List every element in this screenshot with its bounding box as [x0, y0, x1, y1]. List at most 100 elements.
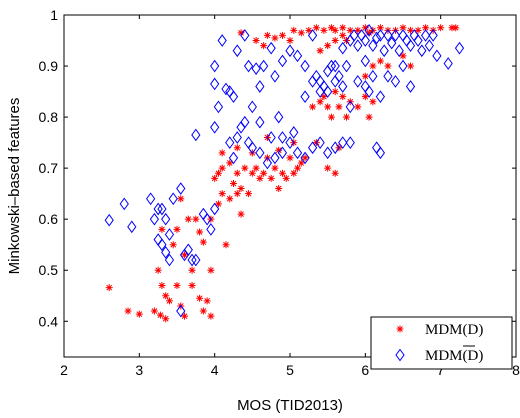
- data-point-mdm-d-bar: [420, 29, 431, 42]
- data-point-mdm-d-bar: [345, 100, 355, 114]
- data-point-mdm-d: [177, 195, 185, 203]
- legend-asterisk-marker: [396, 325, 404, 333]
- data-point-mdm-d-bar: [270, 151, 280, 165]
- data-point-mdm-d-bar: [345, 136, 355, 149]
- data-point-mdm-d: [286, 37, 294, 45]
- data-point-mdm-d: [339, 24, 347, 32]
- data-point-mdm-d: [361, 24, 369, 32]
- data-point-mdm-d-bar: [360, 54, 370, 68]
- data-point-mdm-d-bar: [266, 41, 276, 55]
- data-point-mdm-d: [271, 34, 279, 42]
- legend-asterisk-icon: [396, 325, 404, 333]
- data-point-mdm-d: [162, 315, 170, 323]
- data-point-mdm-d-bar: [300, 59, 310, 73]
- data-point-mdm-d: [278, 31, 286, 39]
- data-point-mdm-d: [256, 174, 264, 182]
- data-point-mdm-d: [233, 144, 241, 152]
- data-point-mdm-d-bar: [161, 212, 171, 226]
- data-point-mdm-d: [316, 98, 324, 106]
- data-point-mdm-d-bar: [210, 202, 220, 216]
- legend-label-prefix: MDM(: [425, 348, 468, 364]
- data-point-mdm-d-bar: [300, 151, 310, 165]
- data-point-mdm-d-bar: [330, 141, 340, 155]
- data-point-mdm-d-bar: [417, 44, 427, 58]
- series-mdm-d-bar: [104, 23, 465, 318]
- data-point-mdm-d-bar: [330, 59, 340, 73]
- data-point-mdm-d: [301, 154, 309, 162]
- data-point-mdm-d-bar: [262, 156, 273, 170]
- data-point-mdm-d-bar: [398, 59, 408, 73]
- data-point-mdm-d: [282, 174, 290, 182]
- data-point-mdm-d: [263, 31, 271, 39]
- data-point-mdm-d-bar: [349, 29, 359, 42]
- data-point-mdm-d-bar: [307, 141, 318, 155]
- data-point-mdm-d: [286, 154, 294, 162]
- data-point-mdm-d-bar: [191, 128, 201, 142]
- data-point-mdm-d-bar: [228, 90, 239, 104]
- data-point-mdm-d-bar: [225, 136, 235, 149]
- data-point-mdm-d-bar: [454, 41, 465, 55]
- y-axis: 0.4 0.5 0.6 0.7 0.8 0.9 1: [39, 7, 516, 329]
- data-point-mdm-d-bar: [338, 80, 348, 93]
- data-point-mdm-d-bar: [206, 223, 216, 236]
- data-point-mdm-d-bar: [424, 39, 434, 52]
- data-point-mdm-d-bar: [210, 77, 220, 91]
- x-axis-title: MOS (TID2013): [237, 397, 343, 414]
- data-point-mdm-d: [135, 310, 143, 318]
- data-point-mdm-d: [399, 24, 407, 32]
- data-point-mdm-d-bar: [375, 29, 386, 42]
- data-point-mdm-d-bar: [383, 69, 393, 83]
- x-tick-label: 8: [512, 362, 520, 378]
- data-point-mdm-d: [343, 113, 350, 121]
- data-point-mdm-d: [267, 174, 275, 182]
- data-point-mdm-d: [320, 93, 328, 101]
- legend-label-suffix: ): [478, 348, 483, 364]
- data-point-mdm-d-bar: [405, 39, 416, 52]
- data-point-mdm-d-bar: [164, 253, 175, 267]
- data-point-mdm-d-bar: [387, 36, 397, 50]
- data-point-mdm-d: [218, 190, 226, 198]
- data-point-mdm-d: [192, 215, 200, 223]
- data-point-mdm-d: [361, 72, 369, 80]
- data-point-mdm-d-bar: [232, 131, 242, 144]
- data-point-mdm-d-bar: [157, 238, 167, 252]
- x-tick-label: 6: [361, 362, 369, 378]
- data-point-mdm-d-bar: [277, 146, 288, 160]
- data-point-mdm-d-bar: [149, 212, 160, 226]
- legend-diamond-icon: [395, 348, 405, 362]
- data-point-mdm-d: [222, 241, 230, 249]
- data-point-mdm-d: [331, 37, 339, 45]
- data-point-mdm-d-bar: [247, 141, 257, 155]
- data-point-mdm-d-bar: [292, 49, 303, 63]
- data-point-mdm-d: [275, 146, 283, 154]
- legend-box: [370, 316, 513, 370]
- data-point-mdm-d-bar: [338, 41, 348, 55]
- data-point-mdm-d-bar: [210, 59, 220, 73]
- data-point-mdm-d-bar: [323, 85, 333, 98]
- data-point-mdm-d: [365, 113, 373, 121]
- data-point-mdm-d-bar: [315, 85, 325, 98]
- data-point-mdm-d: [407, 62, 415, 70]
- data-point-mdm-d: [271, 164, 279, 172]
- data-point-mdm-d: [365, 29, 373, 37]
- data-point-mdm-d: [173, 282, 181, 290]
- data-point-mdm-d: [156, 311, 164, 319]
- data-point-mdm-d-bar: [289, 126, 299, 139]
- data-point-mdm-d: [237, 29, 245, 37]
- data-point-mdm-d-bar: [240, 29, 250, 42]
- legend-diamond-marker: [395, 348, 405, 362]
- data-point-mdm-d: [233, 190, 241, 198]
- data-point-mdm-d: [207, 312, 215, 320]
- data-point-mdm-d-bar: [255, 146, 265, 160]
- data-point-mdm-d: [437, 24, 445, 32]
- data-point-mdm-d: [369, 62, 377, 70]
- data-point-mdm-d-bar: [210, 120, 220, 134]
- data-point-mdm-d-bar: [323, 146, 333, 160]
- data-point-mdm-d: [324, 103, 332, 111]
- data-point-mdm-d: [199, 238, 207, 246]
- x-tick-label: 7: [437, 362, 445, 378]
- data-point-mdm-d-bar: [315, 136, 325, 149]
- data-point-mdm-d: [331, 88, 339, 96]
- data-point-mdm-d-bar: [183, 243, 193, 257]
- data-point-mdm-d: [226, 195, 234, 203]
